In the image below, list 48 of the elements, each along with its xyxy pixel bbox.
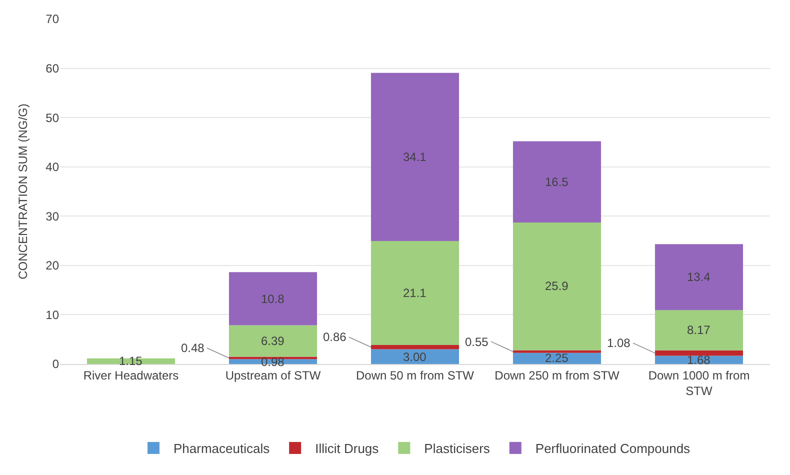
data-label: 0.86 [323, 330, 347, 344]
bar [512, 350, 602, 353]
bar [654, 350, 744, 356]
x-tick-label: Down 1000 m from STW [648, 368, 750, 398]
y-tick-label: 70 [46, 12, 60, 26]
y-tick-label: 10 [46, 308, 60, 322]
bar [654, 356, 744, 364]
legend-label: Plasticisers [424, 441, 490, 456]
bar [654, 244, 744, 310]
data-label: 1.08 [607, 336, 631, 350]
data-label: 13.4 [687, 270, 711, 284]
legend-label: Perfluorinated Compounds [535, 441, 691, 456]
bar [512, 352, 602, 364]
legend-label: Illicit Drugs [315, 441, 380, 456]
data-label: 34.1 [403, 150, 427, 164]
data-label: 10.8 [261, 292, 285, 306]
data-label: 0.48 [181, 341, 205, 355]
bar [228, 325, 318, 357]
y-tick-label: 60 [46, 61, 60, 76]
bar [370, 344, 460, 350]
data-label: 0.55 [465, 335, 489, 349]
bar [370, 349, 460, 364]
bar [370, 72, 460, 241]
bar [512, 222, 602, 350]
data-label: 6.39 [261, 334, 285, 348]
bar [654, 310, 744, 350]
x-tick-label: River Headwaters [83, 368, 179, 382]
y-tick-label: 50 [46, 110, 60, 125]
y-tick-label: 30 [46, 209, 60, 224]
y-axis-title: CONCENTRATION SUM (NG/G) [16, 104, 30, 280]
y-tick-label: 20 [46, 258, 60, 273]
bar [228, 272, 318, 326]
bar [512, 141, 602, 223]
y-tick-label: 40 [46, 160, 60, 174]
data-label: 2.25 [545, 351, 569, 365]
data-label: 21.1 [403, 286, 427, 300]
data-label: 3.00 [403, 350, 427, 364]
data-label: 16.5 [545, 175, 569, 189]
bar [370, 240, 460, 345]
y-tick-label: 0 [52, 357, 60, 372]
x-tick-label: Down 250 m from STW [494, 368, 620, 382]
x-tick-label: Down 50 m from STW [356, 368, 475, 382]
x-tick-label: Upstream of STW [225, 368, 322, 382]
bar [86, 358, 176, 364]
data-label: 8.17 [687, 323, 711, 337]
data-label: 1.68 [687, 353, 711, 367]
data-label: 25.9 [545, 279, 569, 293]
legend-label: Pharmaceuticals [174, 441, 270, 456]
